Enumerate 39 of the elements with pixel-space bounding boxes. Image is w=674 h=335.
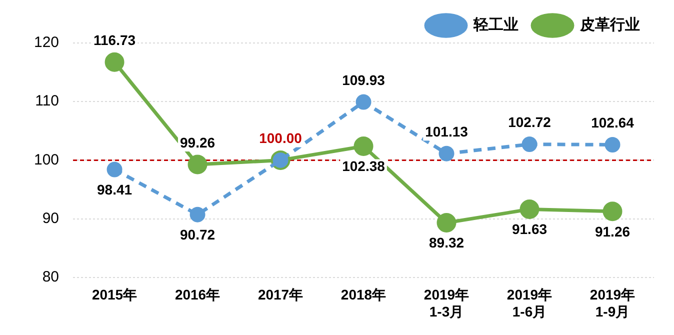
x-tick-label: 2017年 [258,286,304,303]
data-label: 102.72 [508,114,552,130]
legend-label: 皮革行业 [579,16,640,34]
point [106,162,122,178]
point [104,52,124,72]
y-tick-label: 100 [34,151,60,168]
data-label: 89.32 [428,234,464,251]
point [188,154,208,174]
data-label: 102.64 [591,114,634,131]
point [520,200,540,219]
point [438,146,454,162]
data-label: 100.00 [259,130,302,146]
data-label: 101.13 [425,123,468,140]
point [190,206,206,222]
point [604,136,620,152]
point [354,136,374,156]
x-tick-label: 2016年 [174,286,220,303]
point [602,202,622,222]
y-tick-label: 80 [42,268,60,286]
y-tick-label: 120 [34,34,60,52]
legend-label: 轻工业 [472,16,518,34]
point [436,213,456,233]
x-tick-label: 2019年 1-3月 [424,286,470,320]
x-tick-label: 2018年 [340,286,386,303]
data-label: 116.73 [93,32,136,48]
data-label: 99.26 [180,134,216,150]
y-tick-label: 90 [42,210,60,227]
data-label: 90.72 [180,226,216,242]
point [356,94,372,110]
x-tick-label: 2019年 1-6月 [506,286,552,320]
x-tick-label: 2015年 [92,286,138,303]
point [522,136,538,152]
y-tick-label: 110 [35,92,60,110]
x-tick-label: 2019年 1-9月 [590,286,636,320]
data-label: 91.26 [594,223,630,240]
data-label: 91.63 [512,221,548,238]
data-label: 102.38 [342,158,386,174]
data-label: 109.93 [342,72,386,88]
data-label: 98.41 [97,181,132,198]
